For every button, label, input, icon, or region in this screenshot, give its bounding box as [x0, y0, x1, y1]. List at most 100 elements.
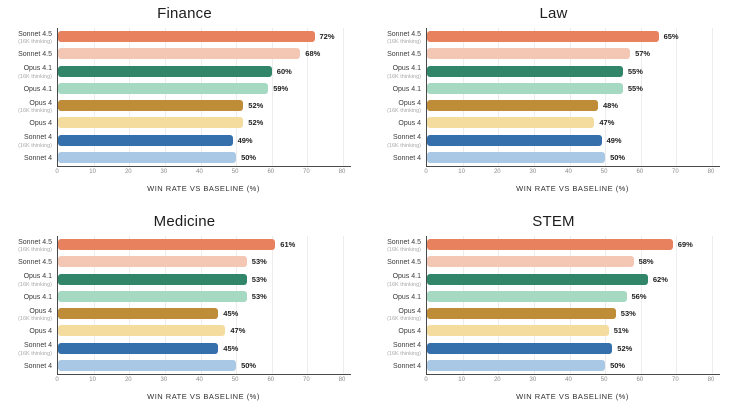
- bar-sonnet-4.5-16k-thinking: [58, 239, 276, 251]
- bar-sonnet-4-16k-thinking: [58, 134, 233, 146]
- gridline: [676, 28, 678, 166]
- x-tick-label: 0: [424, 377, 428, 383]
- bar-opus-4.1: [427, 82, 623, 94]
- category-label-text: Opus 4: [29, 328, 52, 336]
- category-label-sonnet-4-thinking: Sonnet 4 (16K thinking): [0, 134, 52, 150]
- bar-value-label: 50%: [610, 360, 626, 370]
- bar-sonnet-4: [427, 359, 606, 371]
- x-tick-label: 50: [600, 169, 608, 175]
- bar-value-label: 53%: [251, 274, 267, 284]
- bar-row: 72%: [58, 31, 351, 43]
- gridline: [271, 28, 273, 166]
- x-tick-label: 80: [338, 169, 346, 175]
- bar-opus-4.1-16k-thinking: [427, 273, 648, 285]
- category-label-text: Opus 4.1: [23, 85, 52, 93]
- category-label-sonnet-4: Sonnet 4: [369, 363, 421, 372]
- bar-row: 50%: [58, 151, 351, 163]
- bar-opus-4-16k-thinking: [427, 100, 598, 112]
- category-label-text: Opus 4: [398, 99, 421, 107]
- bar-value-label: 59%: [273, 83, 289, 93]
- category-label-text: Opus 4: [398, 120, 421, 128]
- gridline: [236, 28, 238, 166]
- x-tick-label: 30: [529, 169, 537, 175]
- x-tick-label: 20: [493, 169, 501, 175]
- gridline: [712, 28, 713, 166]
- bar-opus-4.1-16k-thinking: [58, 65, 272, 77]
- category-label-sonnet-4: Sonnet 4: [0, 363, 52, 372]
- category-label-opus-4.1: Opus 4.1: [369, 86, 421, 95]
- bar-row: 58%: [427, 256, 720, 268]
- x-tick-label: 0: [55, 169, 59, 175]
- bar-row: 57%: [427, 48, 720, 60]
- bar-row: 50%: [427, 151, 720, 163]
- bar-sonnet-4.5-16k-thinking: [427, 239, 673, 251]
- x-tick-label: 10: [89, 377, 96, 383]
- category-label-opus-4.1-thinking: Opus 4.1 (16K thinking): [369, 65, 421, 81]
- bar-row: 50%: [58, 359, 351, 371]
- bar-row: 56%: [427, 290, 720, 302]
- category-sublabel-text: (16K thinking): [18, 316, 52, 323]
- category-label-opus-4.1: Opus 4.1: [369, 294, 421, 303]
- category-label-text: Sonnet 4: [23, 342, 52, 350]
- bar-sonnet-4.5-16k-thinking: [58, 31, 315, 43]
- bar-value-label: 50%: [241, 360, 257, 370]
- bar-value-label: 57%: [635, 49, 651, 59]
- chart-title: Law: [539, 5, 568, 22]
- bar-value-label: 49%: [237, 135, 253, 145]
- bar-rows: 72% 68% 60% 59% 52% 52% 49% 50%: [58, 28, 351, 166]
- category-label-opus-4.1-thinking: Opus 4.1 (16K thinking): [0, 65, 52, 81]
- gridline: [569, 28, 571, 166]
- category-label-text: Opus 4.1: [392, 65, 421, 73]
- x-axis-title: WIN RATE VS BASELINE (%): [147, 184, 260, 193]
- chart-title: Medicine: [153, 213, 216, 230]
- bar-opus-4: [427, 117, 595, 129]
- bar-opus-4: [427, 325, 609, 337]
- bar-opus-4-16k-thinking: [58, 100, 244, 112]
- bar-row: 62%: [427, 273, 720, 285]
- gridline: [343, 28, 344, 166]
- bar-row: 48%: [427, 100, 720, 112]
- category-label-text: Opus 4: [29, 120, 52, 128]
- chart-title: STEM: [532, 213, 575, 230]
- category-label-opus-4: Opus 4: [0, 328, 52, 337]
- x-tick-label: 80: [707, 169, 715, 175]
- y-axis-labels: Sonnet 4.5 (16K thinking) Sonnet 4.5 Opus 4…: [0, 28, 52, 166]
- bar-sonnet-4-16k-thinking: [427, 134, 602, 146]
- x-axis-ticks: 0 10 20 30 40 50 60 70 80: [424, 169, 719, 178]
- category-sublabel-text: (16K thinking): [18, 73, 52, 80]
- bar-row: 60%: [58, 65, 351, 77]
- bar-value-label: 62%: [652, 274, 668, 284]
- category-label-sonnet-4: Sonnet 4: [0, 155, 52, 164]
- category-label-opus-4: Opus 4: [369, 120, 421, 129]
- bar-row: 65%: [427, 31, 720, 43]
- category-sublabel-text: (16K thinking): [387, 316, 421, 323]
- bar-value-label: 68%: [305, 49, 321, 59]
- bar-opus-4: [58, 325, 226, 337]
- bar-row: 53%: [58, 256, 351, 268]
- bar-value-label: 45%: [223, 309, 239, 319]
- category-label-text: Sonnet 4.5: [387, 238, 421, 246]
- x-axis-title: WIN RATE VS BASELINE (%): [516, 392, 629, 401]
- category-label-text: Sonnet 4.5: [18, 30, 52, 38]
- category-sublabel-text: (16K thinking): [387, 350, 421, 357]
- bar-row: 49%: [58, 134, 351, 146]
- bar-value-label: 49%: [606, 135, 622, 145]
- bar-opus-4.1: [58, 290, 247, 302]
- category-label-text: Sonnet 4.5: [387, 259, 421, 267]
- bar-sonnet-4: [427, 151, 606, 163]
- category-sublabel-text: (16K thinking): [18, 247, 52, 254]
- bar-opus-4-16k-thinking: [58, 308, 219, 320]
- x-tick-label: 50: [231, 169, 239, 175]
- bar-value-label: 47%: [230, 326, 246, 336]
- bar-opus-4.1: [58, 82, 269, 94]
- category-label-text: Sonnet 4: [23, 362, 52, 370]
- gridline: [676, 236, 678, 374]
- y-axis-labels: Sonnet 4.5 (16K thinking) Sonnet 4.5 Opus 4…: [0, 236, 52, 374]
- bar-value-label: 53%: [251, 291, 267, 301]
- category-label-text: Sonnet 4: [392, 154, 421, 162]
- x-tick-label: 70: [303, 377, 310, 383]
- category-label-text: Opus 4.1: [392, 85, 421, 93]
- bar-sonnet-4-16k-thinking: [58, 342, 219, 354]
- category-sublabel-text: (16K thinking): [18, 350, 52, 357]
